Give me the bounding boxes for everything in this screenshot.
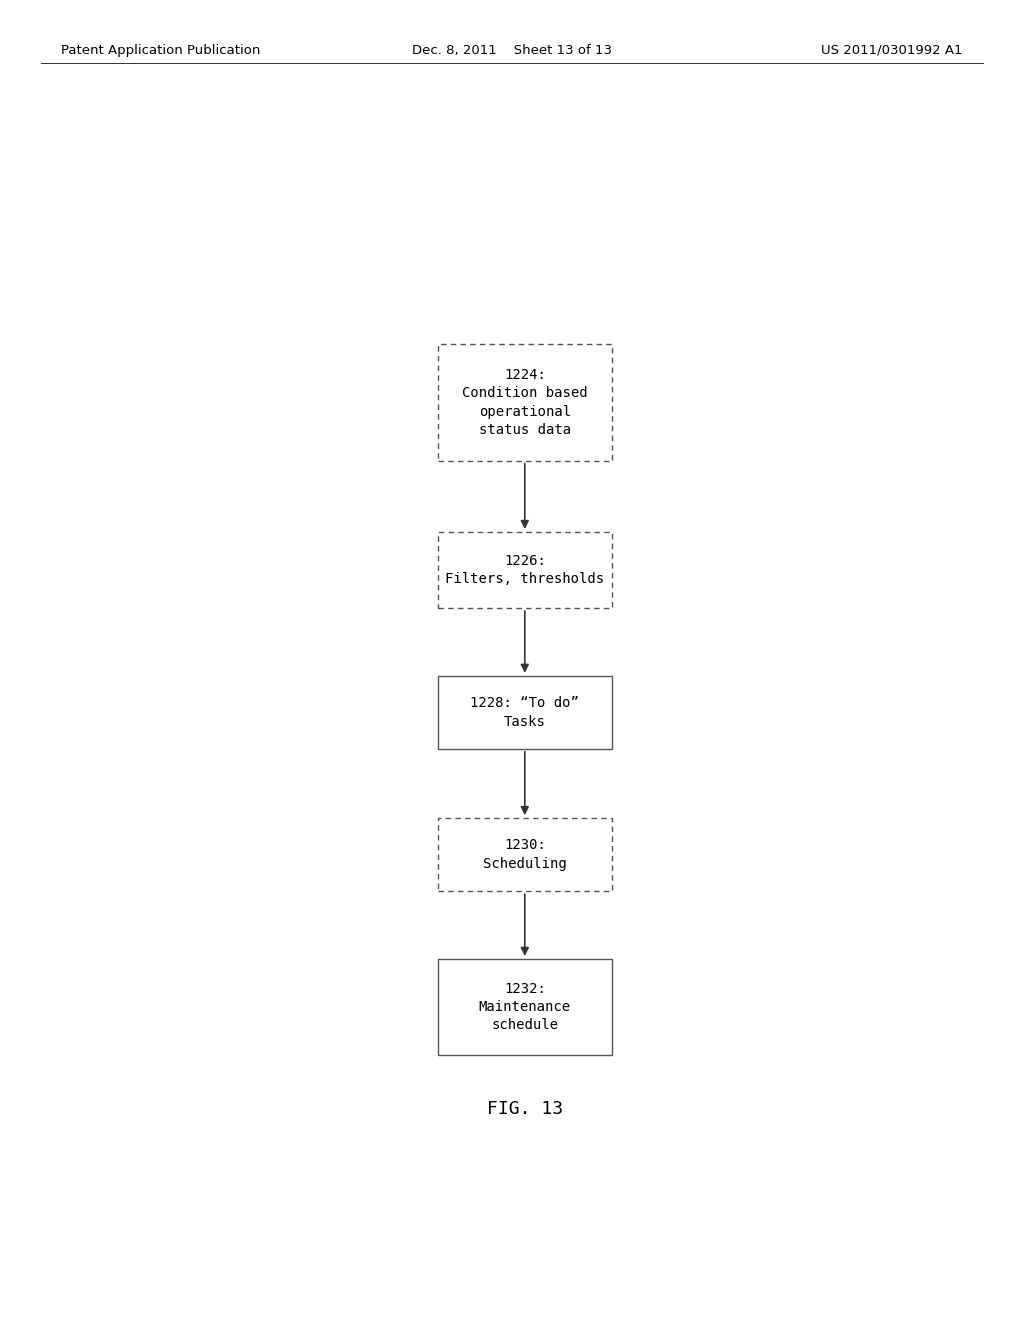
Bar — [437, 676, 612, 748]
Bar — [437, 958, 612, 1056]
Text: 1232:
Maintenance
schedule: 1232: Maintenance schedule — [479, 982, 570, 1032]
Bar — [437, 345, 612, 461]
Text: Patent Application Publication: Patent Application Publication — [61, 44, 261, 57]
Text: 1226:
Filters, thresholds: 1226: Filters, thresholds — [445, 554, 604, 586]
Text: 1228: “To do”
Tasks: 1228: “To do” Tasks — [470, 696, 580, 729]
Bar — [437, 818, 612, 891]
Bar — [437, 532, 612, 609]
Text: 1224:
Condition based
operational
status data: 1224: Condition based operational status… — [462, 368, 588, 437]
Text: US 2011/0301992 A1: US 2011/0301992 A1 — [821, 44, 963, 57]
Text: Dec. 8, 2011    Sheet 13 of 13: Dec. 8, 2011 Sheet 13 of 13 — [412, 44, 612, 57]
Text: 1230:
Scheduling: 1230: Scheduling — [483, 838, 566, 871]
Text: FIG. 13: FIG. 13 — [486, 1100, 563, 1118]
